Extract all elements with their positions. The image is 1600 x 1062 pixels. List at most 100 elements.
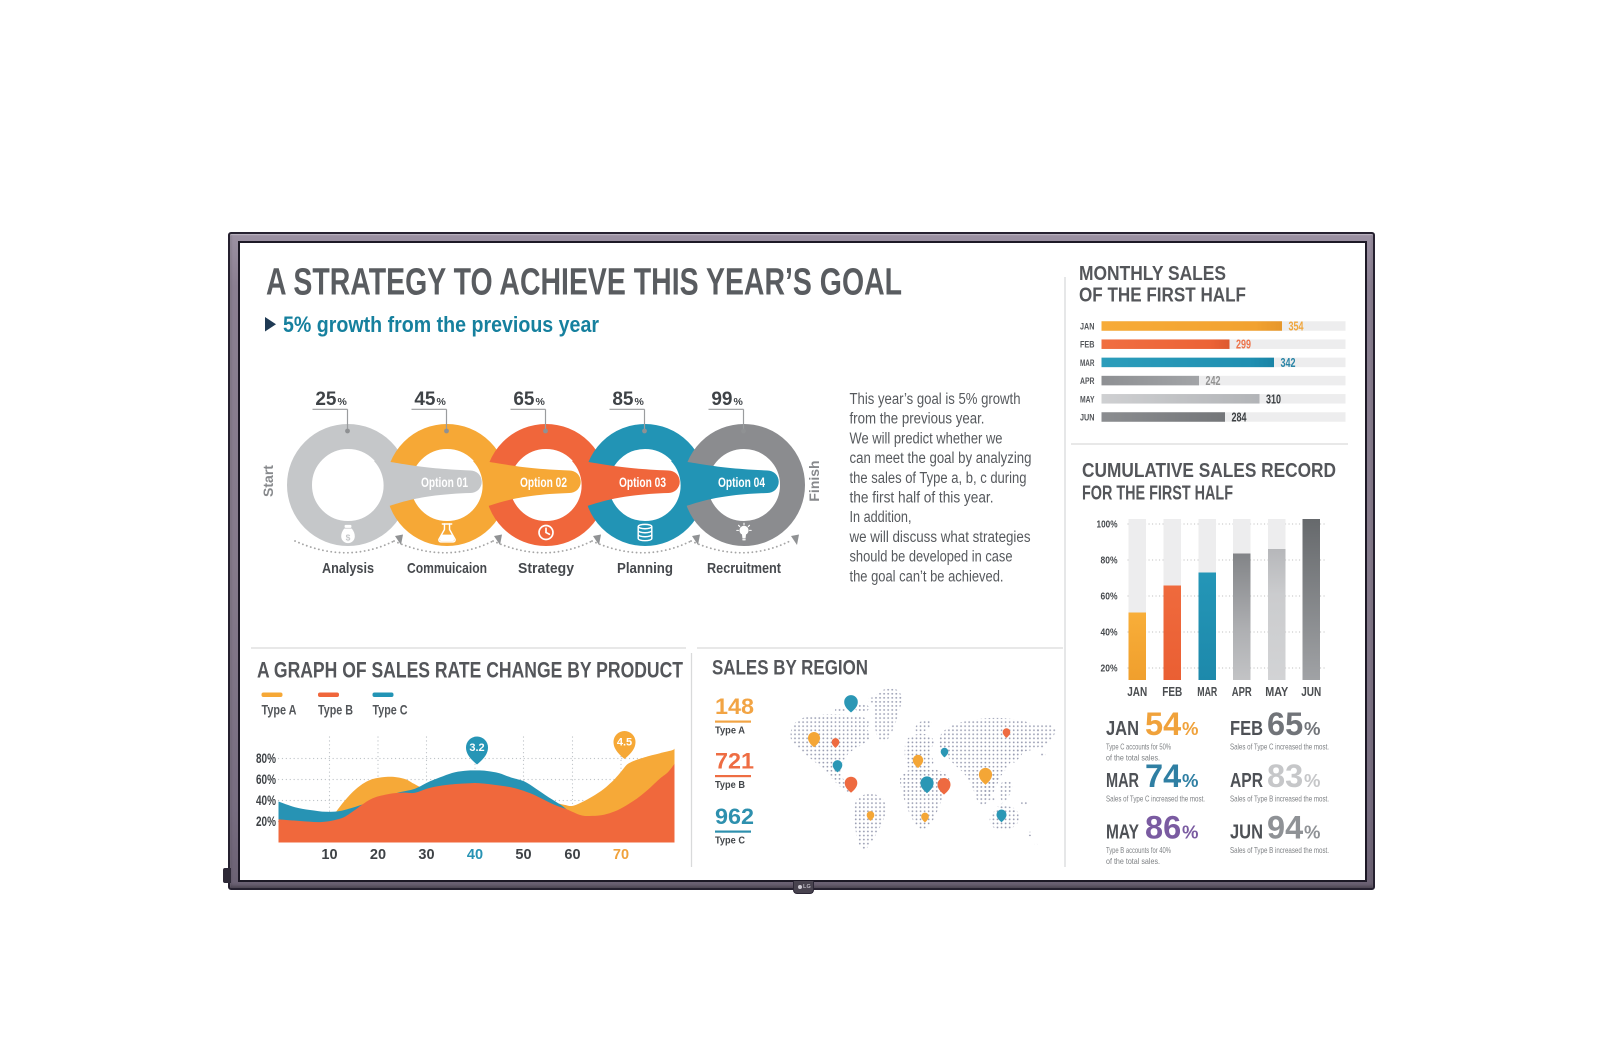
svg-text:can meet the goal by analyzing: can meet the goal by analyzing	[850, 450, 1032, 467]
svg-text:%: %	[1182, 770, 1198, 791]
svg-text:In addition,: In addition,	[850, 509, 912, 526]
svg-text:Sales of Type C increased the: Sales of Type C increased the most.	[1230, 742, 1329, 752]
svg-text:%: %	[1304, 770, 1320, 791]
svg-text:310: 310	[1266, 392, 1281, 406]
svg-text:10: 10	[321, 847, 337, 863]
svg-text:100%: 100%	[1097, 519, 1119, 531]
svg-text:Option 01: Option 01	[421, 474, 468, 490]
svg-text:A STRATEGY TO ACHIEVE THIS YEA: A STRATEGY TO ACHIEVE THIS YEAR’S GOAL	[266, 262, 902, 304]
svg-text:SALES BY REGION: SALES BY REGION	[712, 656, 868, 680]
svg-text:the sales of Type a, b, c duri: the sales of Type a, b, c during	[850, 470, 1027, 487]
svg-text:We will predict whether we: We will predict whether we	[850, 430, 1003, 447]
svg-text:Strategy: Strategy	[518, 560, 575, 577]
svg-text:MAR: MAR	[1106, 769, 1139, 792]
svg-text:%: %	[734, 396, 744, 408]
svg-text:962: 962	[715, 804, 754, 829]
svg-text:50: 50	[515, 847, 531, 863]
svg-text:Type B accounts for 40%: Type B accounts for 40%	[1106, 845, 1171, 855]
svg-text:we will discuss what strategie: we will discuss what strategies	[849, 529, 1031, 546]
svg-text:80%: 80%	[1101, 555, 1119, 567]
svg-text:CUMULATIVE SALES RECORD: CUMULATIVE SALES RECORD	[1082, 459, 1336, 482]
svg-text:Start: Start	[260, 465, 276, 497]
svg-text:MAY: MAY	[1080, 394, 1095, 405]
svg-text:Type C accounts for 50%: Type C accounts for 50%	[1106, 742, 1171, 752]
svg-text:Type C: Type C	[373, 702, 408, 718]
svg-text:APR: APR	[1080, 376, 1095, 387]
svg-text:20%: 20%	[1101, 663, 1119, 675]
svg-text:MAR: MAR	[1080, 358, 1095, 369]
svg-text:20: 20	[370, 847, 386, 863]
svg-text:Sales of Type B increased the: Sales of Type B increased the most.	[1230, 794, 1329, 804]
svg-text:the first half of this year.: the first half of this year.	[850, 490, 994, 507]
svg-text:94: 94	[1267, 810, 1303, 846]
svg-text:FEB: FEB	[1080, 340, 1095, 351]
svg-text:$: $	[346, 533, 351, 543]
svg-text:MAY: MAY	[1106, 821, 1139, 844]
svg-text:should be developed in case: should be developed in case	[850, 549, 1013, 566]
svg-text:Type B: Type B	[715, 780, 745, 791]
svg-text:MAY: MAY	[1265, 684, 1288, 699]
svg-text:%: %	[1304, 822, 1320, 843]
svg-text:354: 354	[1289, 320, 1304, 334]
svg-text:%: %	[536, 396, 546, 408]
svg-text:Sales of Type B increased the: Sales of Type B increased the most.	[1230, 845, 1329, 855]
svg-text:JUN: JUN	[1230, 821, 1263, 844]
svg-text:40: 40	[467, 847, 483, 863]
svg-text:4.5: 4.5	[617, 737, 632, 749]
svg-text:APR: APR	[1230, 769, 1263, 792]
svg-text:Planning: Planning	[617, 560, 673, 577]
svg-text:40%: 40%	[256, 793, 276, 808]
svg-text:%: %	[338, 396, 348, 408]
svg-text:20%: 20%	[256, 814, 276, 829]
svg-text:40%: 40%	[1101, 627, 1119, 639]
svg-text:Sales of Type C increased the: Sales of Type C increased the most.	[1106, 794, 1205, 804]
svg-text:Option 03: Option 03	[619, 474, 666, 490]
svg-text:%: %	[437, 396, 447, 408]
svg-text:Type C: Type C	[715, 836, 745, 847]
svg-text:3.2: 3.2	[469, 742, 484, 754]
svg-text:60: 60	[564, 847, 580, 863]
svg-text:148: 148	[715, 694, 754, 719]
svg-text:from the previous year.: from the previous year.	[850, 411, 985, 428]
svg-text:83: 83	[1267, 758, 1303, 794]
svg-text:70: 70	[613, 847, 629, 863]
svg-text:80%: 80%	[256, 751, 276, 766]
svg-text:OF THE FIRST HALF: OF THE FIRST HALF	[1079, 284, 1246, 307]
svg-text:%: %	[635, 396, 645, 408]
svg-text:A GRAPH OF SALES RATE CHANGE B: A GRAPH OF SALES RATE CHANGE BY PRODUCT	[257, 658, 683, 683]
svg-text:JAN: JAN	[1106, 717, 1139, 740]
svg-text:Type A: Type A	[715, 726, 745, 737]
svg-text:74: 74	[1145, 758, 1181, 794]
svg-text:MONTHLY SALES: MONTHLY SALES	[1079, 262, 1226, 285]
svg-text:FEB: FEB	[1230, 717, 1263, 740]
svg-text:APR: APR	[1232, 684, 1252, 699]
svg-text:FEB: FEB	[1162, 684, 1182, 699]
svg-text:Recruitment: Recruitment	[707, 560, 781, 577]
svg-text:85: 85	[612, 389, 634, 410]
svg-text:This year’s goal is 5% growth: This year’s goal is 5% growth	[850, 391, 1021, 408]
svg-text:284: 284	[1232, 411, 1247, 425]
svg-text:Type B: Type B	[318, 702, 353, 718]
svg-text:54: 54	[1145, 706, 1181, 742]
svg-text:5% growth from the previous ye: 5% growth from the previous year	[283, 312, 599, 337]
svg-text:of the total sales.: of the total sales.	[1106, 856, 1160, 866]
svg-text:MAR: MAR	[1197, 684, 1217, 699]
svg-text:of the total sales.: of the total sales.	[1106, 753, 1160, 763]
svg-text:65: 65	[513, 389, 535, 410]
svg-text:%: %	[1182, 718, 1198, 739]
svg-text:299: 299	[1236, 338, 1251, 352]
svg-text:25: 25	[315, 389, 337, 410]
svg-text:99: 99	[711, 389, 732, 410]
svg-text:Option 04: Option 04	[718, 474, 765, 490]
svg-text:the goal can’t be achieved.: the goal can’t be achieved.	[850, 568, 1004, 585]
svg-text:FOR THE FIRST HALF: FOR THE FIRST HALF	[1082, 482, 1233, 505]
svg-text:Analysis: Analysis	[322, 560, 374, 577]
svg-text:30: 30	[418, 847, 434, 863]
svg-text:65: 65	[1267, 706, 1303, 742]
svg-text:60%: 60%	[256, 772, 276, 787]
svg-text:721: 721	[715, 749, 754, 774]
svg-text:%: %	[1182, 822, 1198, 843]
svg-text:242: 242	[1206, 374, 1221, 388]
svg-text:60%: 60%	[1101, 591, 1119, 603]
svg-text:Commuicaion: Commuicaion	[407, 560, 487, 577]
